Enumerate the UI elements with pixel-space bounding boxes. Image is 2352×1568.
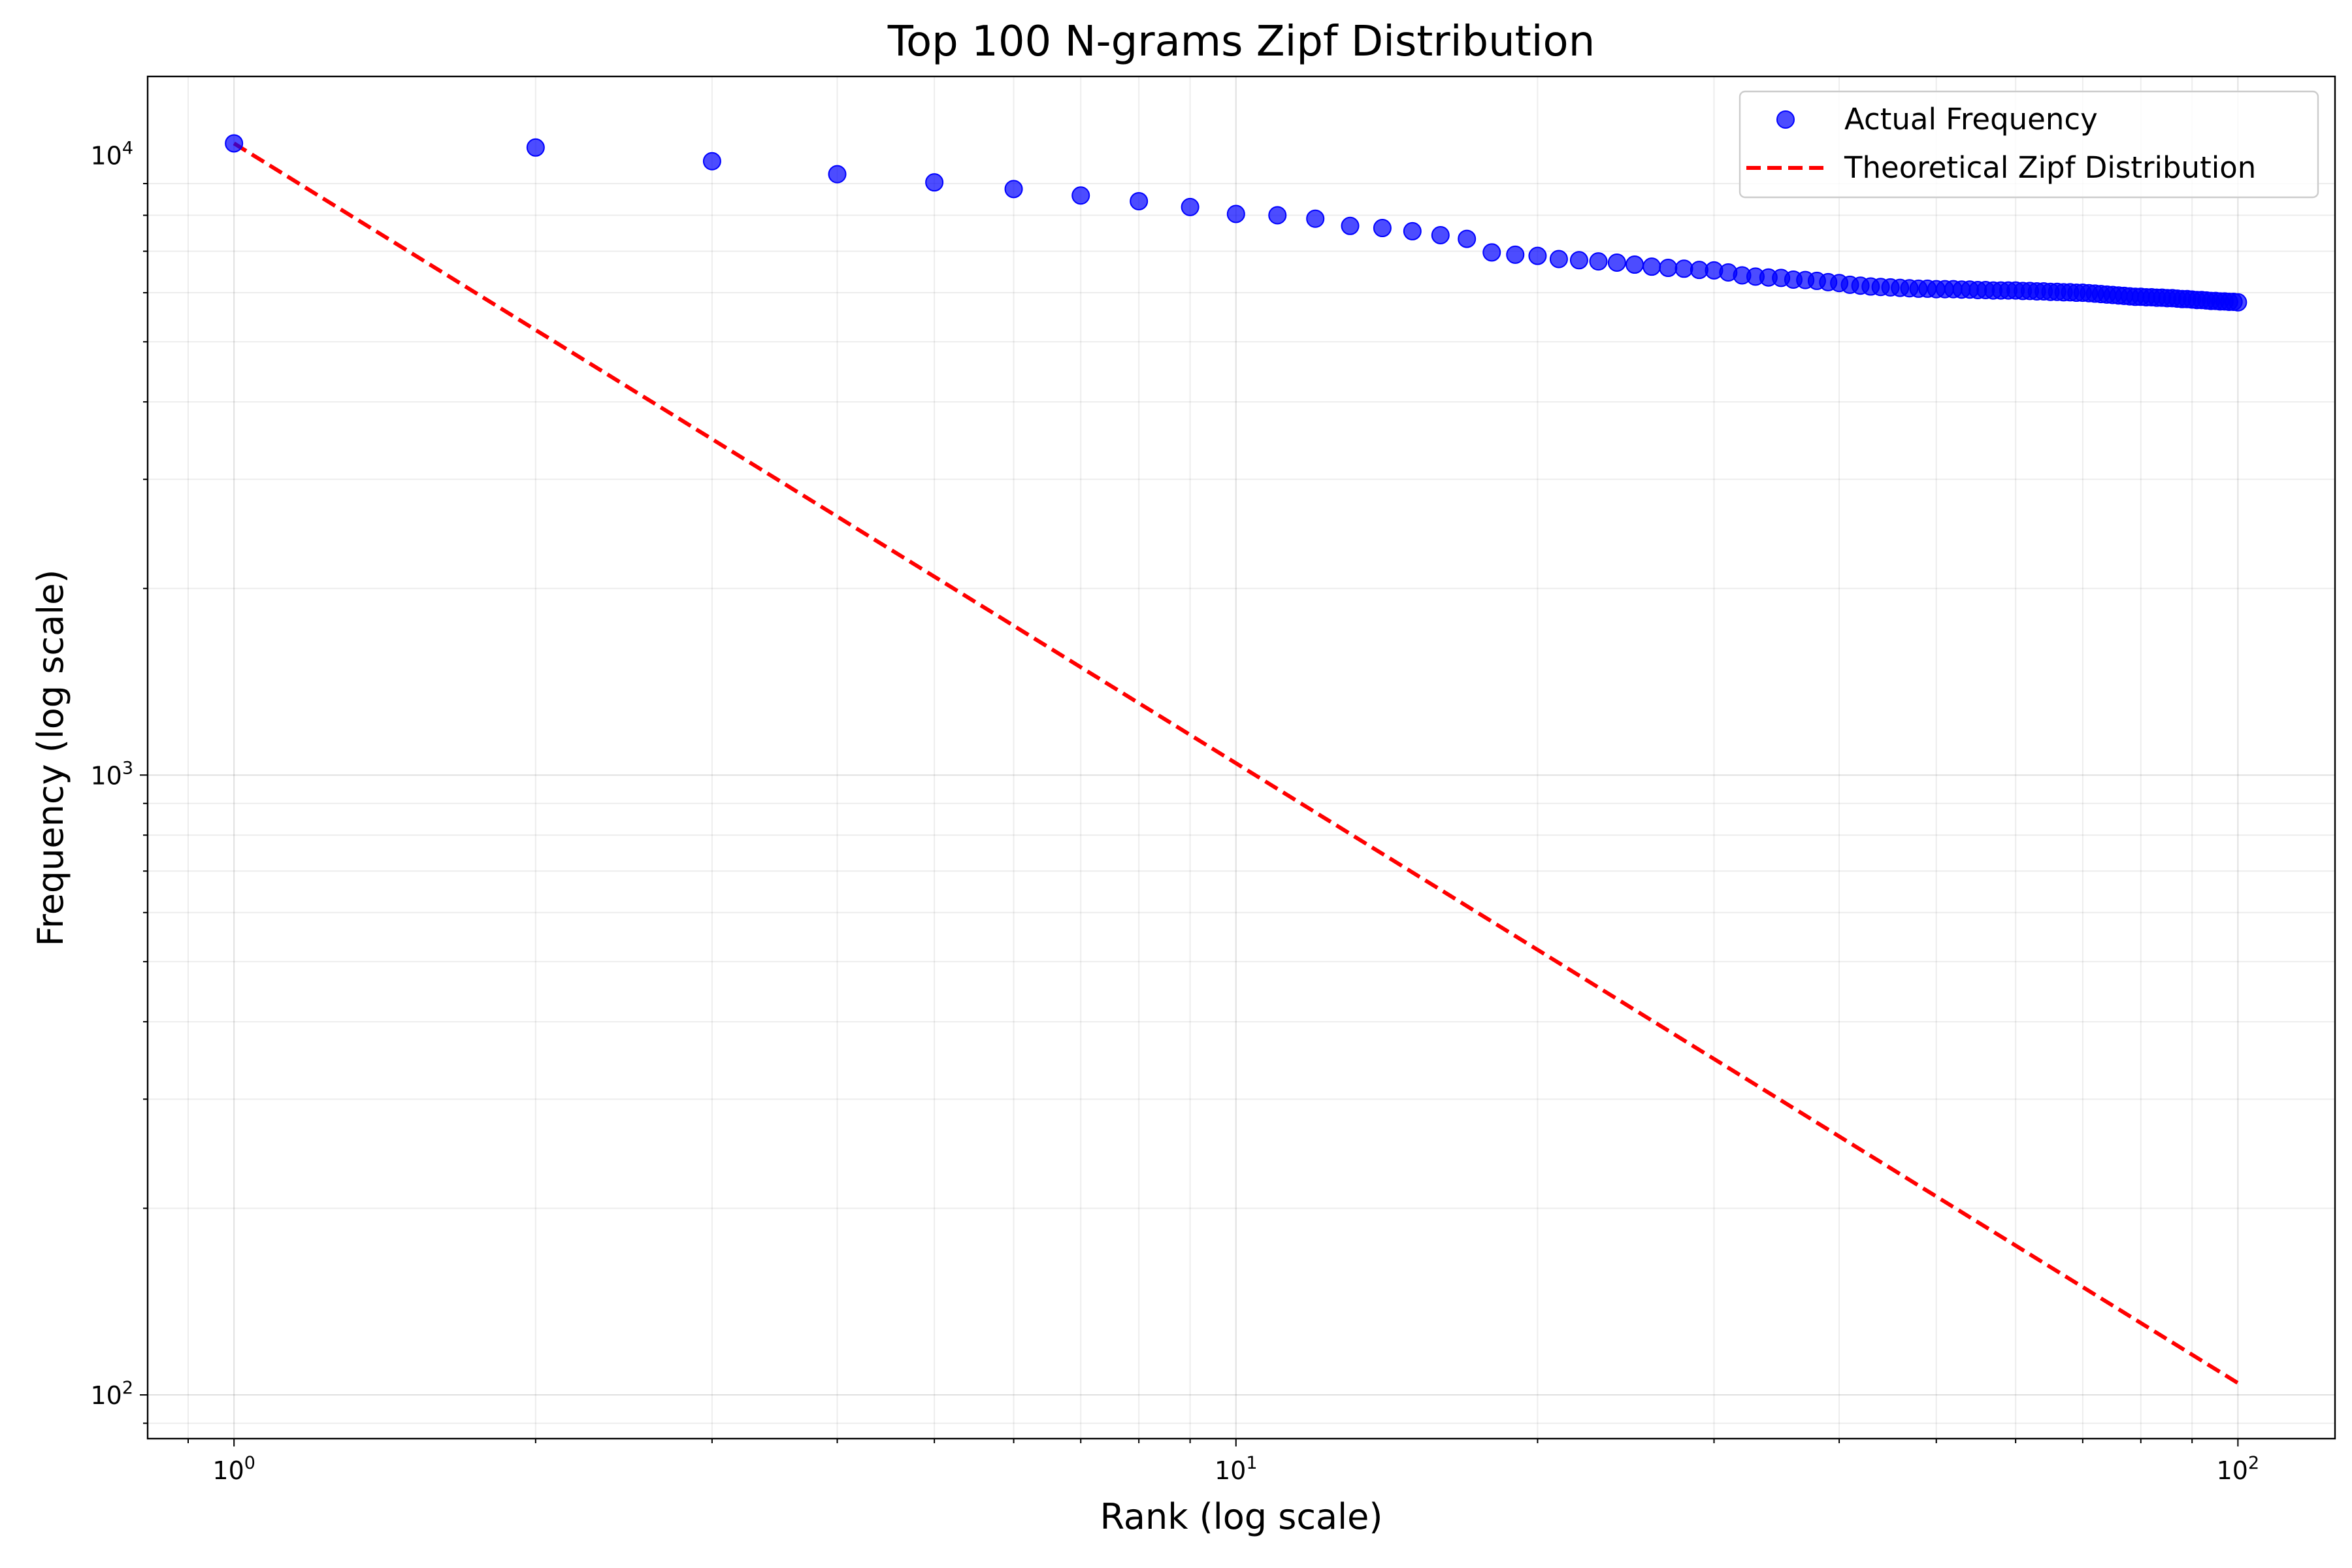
actual-frequency-point — [1268, 206, 1287, 225]
actual-frequency-point — [1528, 246, 1547, 265]
actual-frequency-point — [1431, 225, 1450, 244]
actual-frequency-point — [1403, 221, 1422, 240]
legend-label-actual-frequency: Actual Frequency — [1844, 102, 2098, 137]
y-tick-label: 104 — [90, 139, 133, 171]
actual-frequency-point — [2229, 293, 2247, 312]
actual-frequency-point — [1130, 191, 1149, 210]
x-tick-label: 100 — [212, 1453, 255, 1485]
theoretical-zipf-line — [233, 141, 2239, 1385]
actual-frequency-point — [1004, 180, 1023, 199]
actual-frequency-point — [1306, 209, 1325, 228]
actual-frequency-point — [1482, 243, 1501, 262]
chart-title: Top 100 N-grams Zipf Distribution — [887, 18, 1595, 66]
actual-frequency-point — [1071, 186, 1090, 205]
x-tick-label: 101 — [1215, 1453, 1258, 1485]
actual-frequency-point — [1625, 255, 1644, 274]
actual-frequency-point — [225, 134, 244, 153]
actual-frequency-point — [1341, 216, 1360, 235]
actual-frequency-point — [1569, 251, 1588, 270]
actual-frequency-points — [225, 134, 2247, 312]
actual-frequency-point — [526, 138, 545, 157]
plot-area-frame — [146, 75, 2336, 1440]
actual-frequency-point — [828, 165, 847, 184]
actual-frequency-point — [702, 152, 721, 171]
actual-frequency-point — [1589, 252, 1608, 271]
actual-frequency-point — [1607, 253, 1626, 272]
legend: Actual Frequency Theoretical Zipf Distri… — [1739, 90, 2319, 199]
actual-frequency-point — [1659, 259, 1678, 278]
x-axis-label: Rank (log scale) — [1100, 1496, 1383, 1537]
actual-frequency-point — [1642, 257, 1661, 276]
actual-frequency-point — [1458, 229, 1477, 248]
actual-frequency-point — [1181, 197, 1200, 216]
legend-marker-actual-frequency — [1776, 110, 1795, 129]
legend-box — [1739, 90, 2319, 199]
actual-frequency-point — [925, 173, 944, 192]
y-axis-label: Frequency (log scale) — [30, 570, 71, 947]
actual-frequency-point — [1226, 204, 1245, 223]
actual-frequency-point — [1373, 219, 1392, 238]
theoretical-zipf-line-layer — [233, 141, 2239, 1385]
actual-frequency-point — [1506, 245, 1525, 264]
legend-label-theoretical-zipf: Theoretical Zipf Distribution — [1844, 150, 2256, 185]
actual-frequency-point — [1674, 259, 1693, 278]
actual-frequency-point — [1549, 250, 1568, 269]
